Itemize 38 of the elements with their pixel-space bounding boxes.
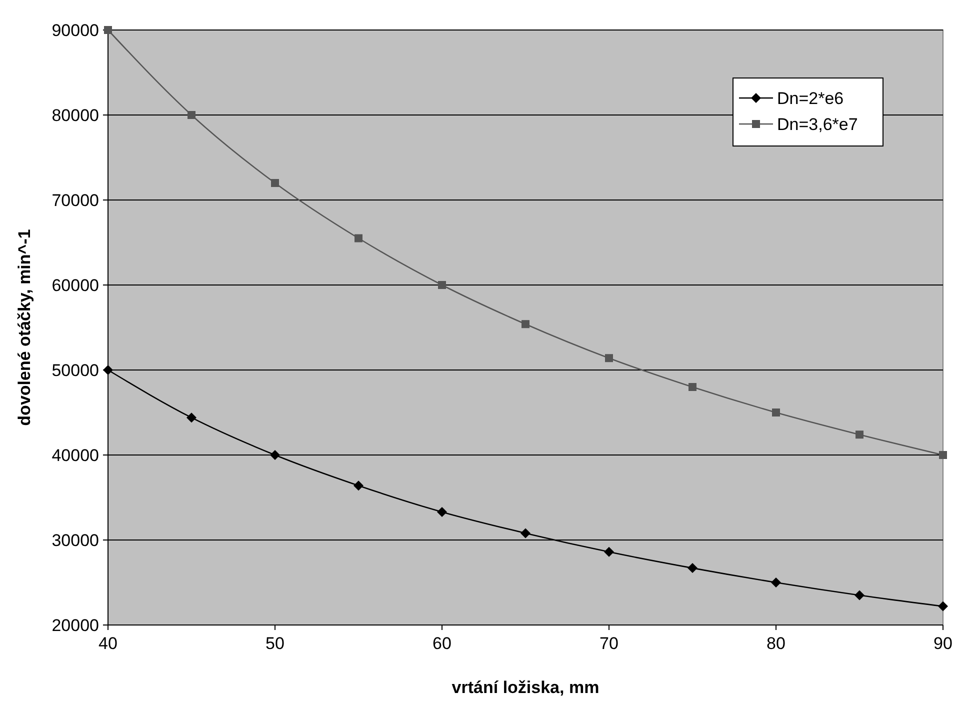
point bbox=[271, 179, 279, 187]
point bbox=[522, 320, 530, 328]
point bbox=[856, 430, 864, 439]
point bbox=[270, 450, 280, 460]
point bbox=[771, 578, 781, 588]
point bbox=[939, 451, 947, 459]
point bbox=[772, 408, 780, 416]
point bbox=[437, 506, 447, 517]
x-tick-label: 60 bbox=[432, 634, 452, 653]
point bbox=[604, 546, 614, 557]
point bbox=[354, 480, 364, 491]
point bbox=[605, 354, 613, 362]
point bbox=[688, 563, 698, 574]
x-tick-label: 70 bbox=[600, 634, 618, 653]
y-tick-label: 60000 bbox=[52, 276, 99, 295]
x-tick-label: 80 bbox=[766, 634, 786, 653]
x-tick-label: 50 bbox=[266, 634, 284, 653]
y-tick-label: 50000 bbox=[52, 360, 99, 380]
y-tick-label: 70000 bbox=[52, 190, 99, 210]
y-axis-title: dovolené otáčky, min^-1 bbox=[15, 229, 34, 426]
y-tick-label: 80000 bbox=[52, 106, 99, 125]
point bbox=[520, 528, 530, 538]
point bbox=[438, 281, 446, 289]
x-tick-label: 40 bbox=[98, 634, 118, 653]
point bbox=[354, 234, 362, 242]
point bbox=[854, 590, 864, 600]
point bbox=[186, 412, 196, 423]
point bbox=[688, 383, 696, 391]
y-tick-label: 20000 bbox=[52, 616, 99, 635]
point bbox=[188, 111, 196, 119]
legend-label: Dn=2*e6 bbox=[777, 88, 844, 108]
x-axis-title: vrtání ložiska, mm bbox=[452, 678, 600, 697]
x-tick-label: 90 bbox=[934, 634, 952, 653]
y-tick-label: 90000 bbox=[52, 20, 99, 40]
legend-label: Dn=3,6*e7 bbox=[777, 114, 858, 134]
y-tick-label: 30000 bbox=[52, 530, 99, 550]
y-tick-label: 40000 bbox=[52, 446, 99, 465]
point bbox=[938, 601, 948, 612]
